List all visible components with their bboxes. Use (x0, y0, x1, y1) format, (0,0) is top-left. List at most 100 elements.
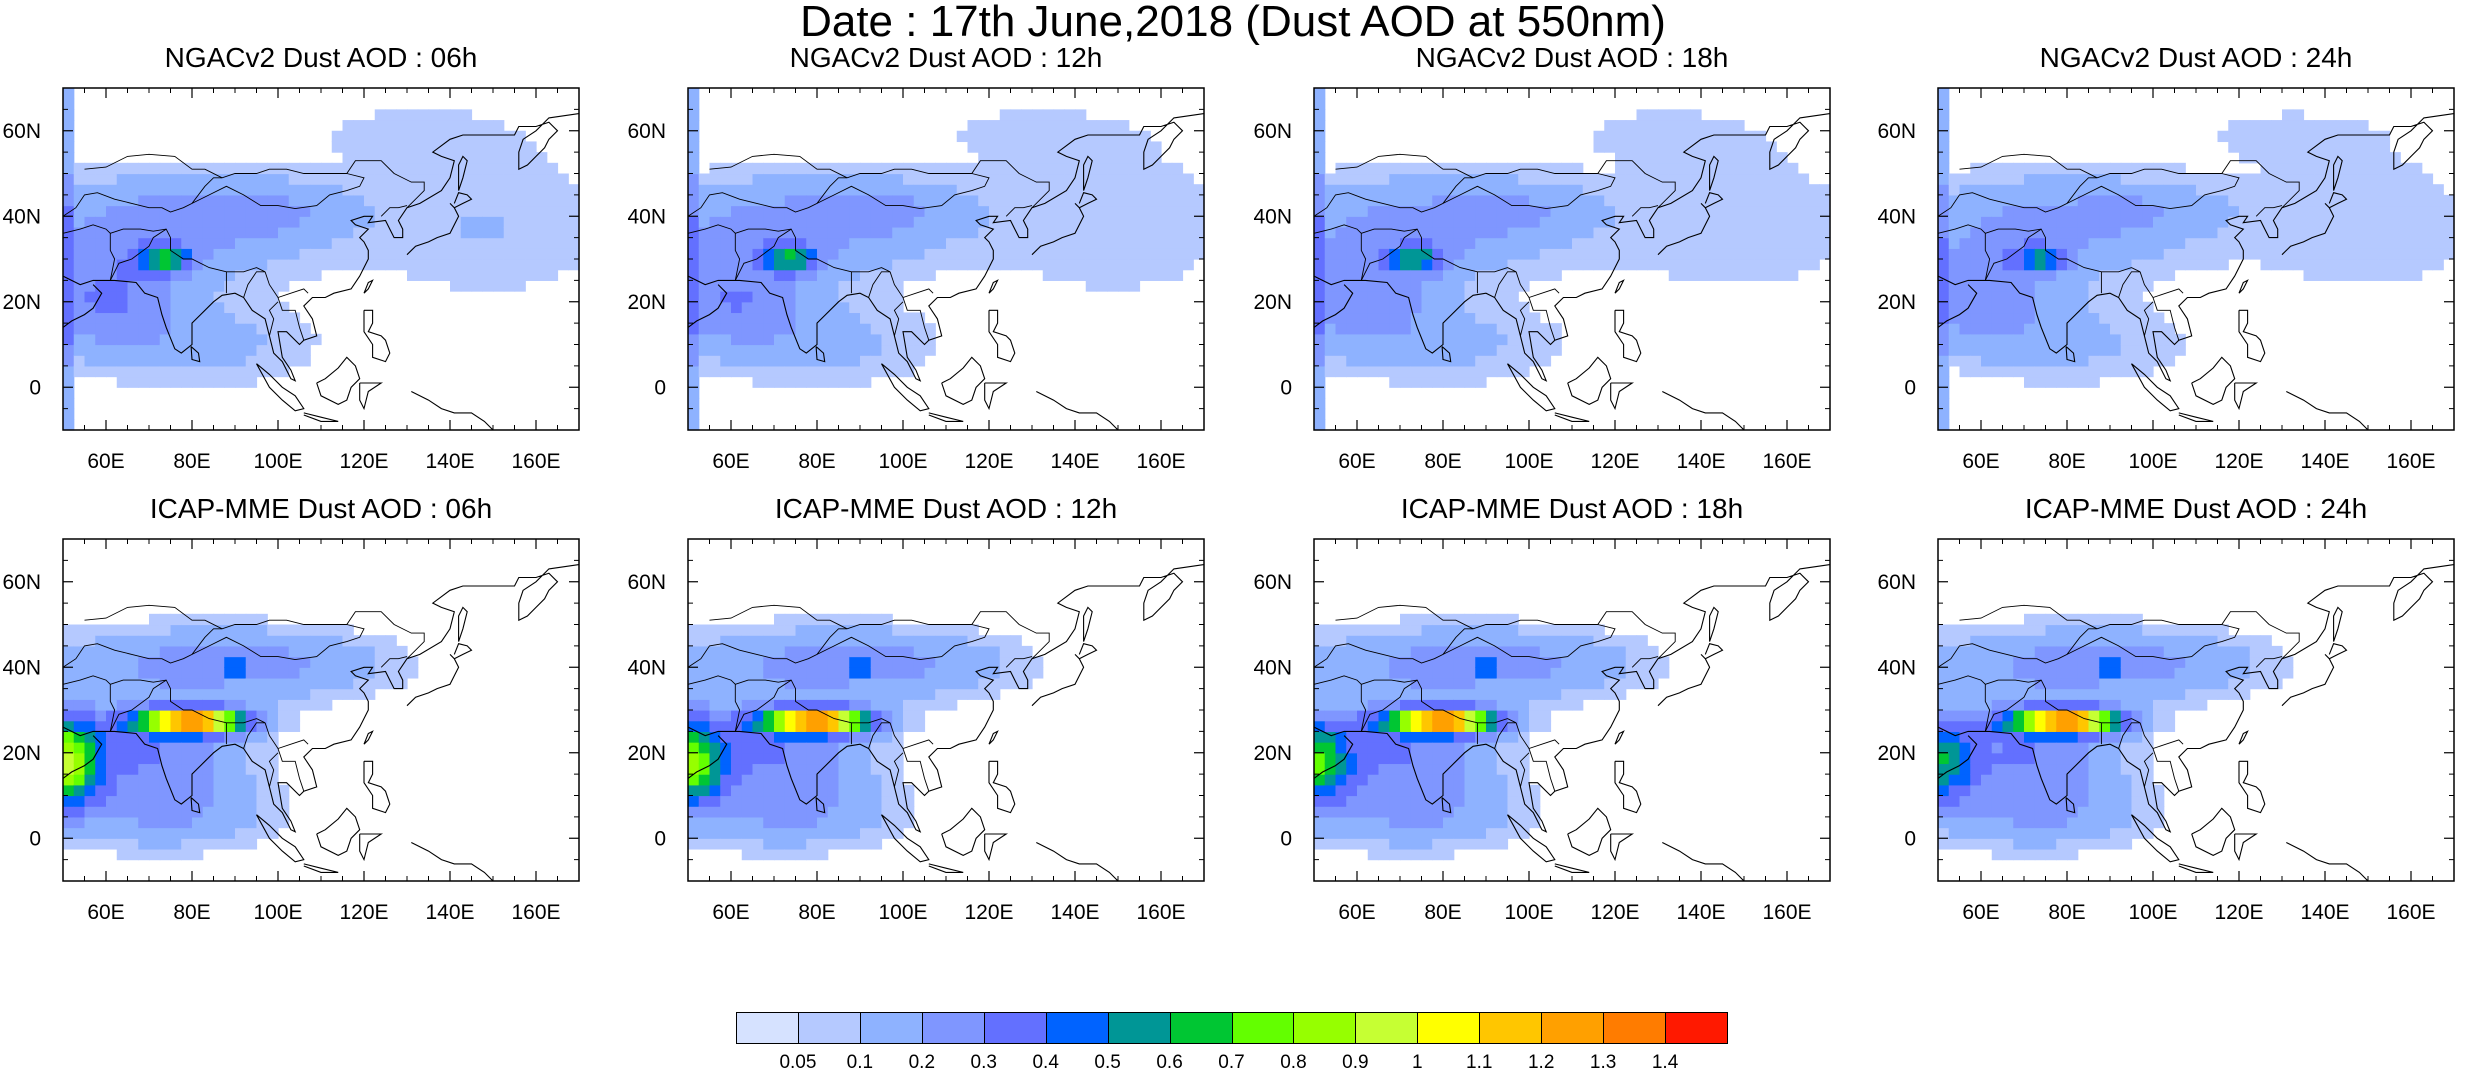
lat-tick-label: 60N (1253, 571, 1292, 594)
coastline (2239, 731, 2248, 744)
lon-tick-label: 120E (339, 901, 388, 924)
coastline (989, 731, 998, 744)
lat-tick-label: 40N (1253, 205, 1292, 228)
panel-title: NGACv2 Dust AOD : 12h (646, 42, 1246, 74)
lon-tick-label: 140E (1050, 901, 1099, 924)
colorbar-swatch (736, 1012, 799, 1044)
panel-title: NGACv2 Dust AOD : 18h (1272, 42, 1872, 74)
lon-tick-label: 80E (798, 901, 835, 924)
lon-tick-label: 60E (1962, 901, 1999, 924)
coastline (2334, 607, 2343, 641)
coastline (2239, 280, 2248, 293)
aod-field (1938, 88, 2455, 431)
coastline (985, 834, 1007, 860)
coastline (1079, 644, 1096, 659)
coastline (1710, 607, 1719, 641)
coastline (2239, 761, 2265, 812)
coastline (1084, 607, 1093, 641)
lon-tick-label: 140E (1676, 901, 1725, 924)
coastline (459, 607, 468, 641)
lon-tick-label: 80E (173, 901, 210, 924)
lon-tick-label: 80E (2048, 901, 2085, 924)
country-border (278, 749, 304, 792)
colorbar-swatch (1293, 1012, 1356, 1044)
lon-tick-label: 80E (798, 450, 835, 473)
colorbar-swatch (1170, 1012, 1233, 1044)
coastline (929, 413, 963, 422)
coastline (360, 383, 382, 409)
coastline (2286, 392, 2368, 431)
lon-tick-label: 160E (2386, 450, 2435, 473)
lat-tick-label: 60N (1877, 120, 1916, 143)
lon-tick-label: 140E (425, 901, 474, 924)
lon-tick-label: 140E (2300, 901, 2349, 924)
lat-tick-label: 20N (627, 742, 666, 765)
coastline (1555, 413, 1589, 422)
lon-tick-label: 60E (712, 450, 749, 473)
lon-tick-label: 100E (878, 450, 927, 473)
colorbar-swatch (922, 1012, 985, 1044)
lat-tick-label: 40N (1877, 656, 1916, 679)
coastline (1615, 731, 1624, 744)
lat-tick-label: 40N (2, 205, 41, 228)
coastline (2192, 808, 2235, 855)
coastline (2286, 843, 2368, 882)
colorbar-swatch (1232, 1012, 1295, 1044)
lat-tick-label: 0 (29, 827, 41, 850)
lat-tick-label: 0 (1904, 827, 1916, 850)
lon-tick-label: 160E (511, 450, 560, 473)
lat-tick-label: 20N (1877, 742, 1916, 765)
lon-tick-label: 160E (2386, 901, 2435, 924)
coastline (942, 357, 985, 404)
country-border (2153, 749, 2179, 792)
lat-tick-label: 40N (1877, 205, 1916, 228)
lon-tick-label: 160E (1762, 450, 1811, 473)
lat-tick-label: 40N (1253, 656, 1292, 679)
lon-tick-label: 60E (87, 450, 124, 473)
lat-tick-label: 20N (1253, 742, 1292, 765)
panel-title: ICAP-MME Dust AOD : 12h (646, 493, 1246, 525)
lat-tick-label: 60N (627, 120, 666, 143)
coastline (1555, 864, 1589, 873)
coastline (1615, 280, 1624, 293)
lon-tick-label: 80E (1424, 450, 1461, 473)
coastline (2235, 834, 2257, 860)
colorbar-swatch (1541, 1012, 1604, 1044)
lon-tick-label: 60E (87, 901, 124, 924)
lon-tick-label: 140E (1676, 450, 1725, 473)
lon-tick-label: 100E (2128, 450, 2177, 473)
lon-tick-label: 160E (1136, 450, 1185, 473)
lon-tick-label: 100E (2128, 901, 2177, 924)
lat-tick-label: 60N (1253, 120, 1292, 143)
colorbar-swatch (1665, 1012, 1728, 1044)
coastline (1662, 392, 1744, 431)
lat-tick-label: 40N (627, 205, 666, 228)
coastline (2179, 413, 2213, 422)
panel-title: ICAP-MME Dust AOD : 06h (21, 493, 621, 525)
coastline (1615, 761, 1641, 812)
lon-tick-label: 100E (878, 901, 927, 924)
panel-title: ICAP-MME Dust AOD : 18h (1272, 493, 1872, 525)
coastline (929, 864, 963, 873)
coastline (1568, 808, 1611, 855)
colorbar-swatch (860, 1012, 923, 1044)
panel-title: NGACv2 Dust AOD : 24h (1896, 42, 2466, 74)
coastline (942, 808, 985, 855)
coastline (304, 413, 338, 422)
lon-tick-label: 80E (2048, 450, 2085, 473)
lon-tick-label: 120E (1590, 901, 1639, 924)
colorbar-swatch (1479, 1012, 1542, 1044)
coastline (1662, 843, 1744, 882)
coastline (989, 761, 1015, 812)
lon-tick-label: 140E (2300, 450, 2349, 473)
lon-tick-label: 60E (1962, 450, 1999, 473)
lon-tick-label: 160E (1136, 901, 1185, 924)
